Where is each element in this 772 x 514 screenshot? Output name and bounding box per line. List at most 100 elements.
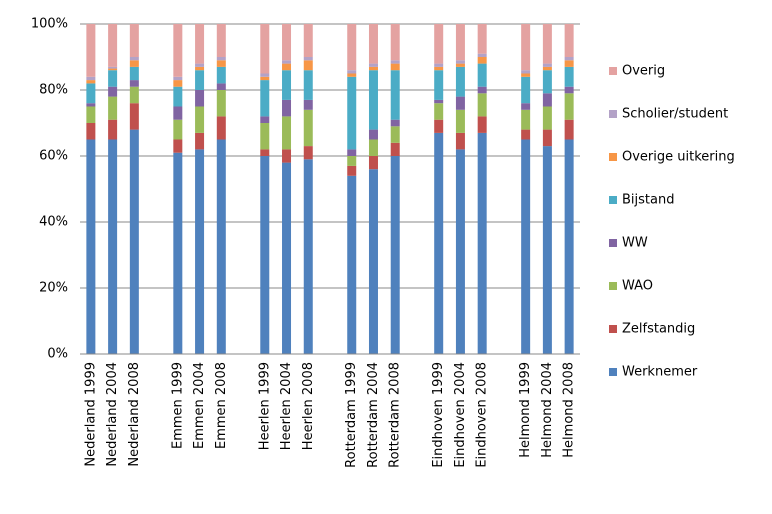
- bar-segment: [368, 156, 378, 170]
- bar-segment: [86, 106, 96, 123]
- bar-segment: [282, 63, 292, 71]
- x-tick-label: Eindhoven 1999: [431, 362, 446, 468]
- bar-segment: [216, 83, 226, 90]
- bar-segment: [282, 60, 292, 64]
- bar-segment: [108, 24, 118, 67]
- bar-segment: [173, 76, 183, 81]
- bar-segment: [477, 93, 487, 117]
- legend-swatch: [609, 368, 617, 376]
- bar-segment: [108, 66, 118, 69]
- bar-segment: [434, 132, 444, 354]
- bar-segment: [260, 149, 270, 156]
- bar-segment: [477, 53, 487, 57]
- bar-segment: [390, 126, 400, 143]
- bar-segment: [455, 109, 465, 133]
- bar-segment: [195, 63, 205, 67]
- bar-segment: [282, 24, 292, 61]
- bar-segment: [564, 57, 574, 61]
- bar-segment: [108, 86, 118, 97]
- bar-segment: [542, 63, 552, 67]
- bar-segment: [260, 156, 270, 354]
- bar-segment: [477, 57, 487, 64]
- bar-segment: [542, 24, 552, 64]
- bar-segment: [368, 70, 378, 130]
- y-tick-label: 80%: [39, 83, 68, 98]
- bar-segment: [434, 66, 444, 71]
- bar-segment: [303, 146, 313, 160]
- legend-swatch: [609, 196, 617, 204]
- bar-segment: [521, 109, 531, 130]
- bar-segment: [434, 103, 444, 120]
- bar-segment: [368, 129, 378, 140]
- bar-segment: [455, 60, 465, 64]
- bar-segment: [347, 70, 357, 74]
- bar-segment: [173, 80, 183, 87]
- bar-segment: [303, 60, 313, 71]
- legend-label: WW: [622, 236, 648, 251]
- bar-segment: [477, 24, 487, 54]
- bar-segment: [564, 66, 574, 87]
- bar-segment: [390, 63, 400, 71]
- bar-segment: [303, 99, 313, 110]
- y-tick-label: 60%: [39, 149, 68, 164]
- bar-segment: [455, 63, 465, 67]
- bar-segment: [129, 66, 139, 81]
- bar-segment: [260, 116, 270, 123]
- bar-segment: [303, 159, 313, 354]
- legend-label: Overig: [622, 64, 665, 79]
- bar-segment: [129, 60, 139, 67]
- x-tick-label: Nederland 2004: [105, 362, 120, 467]
- bar-segment: [347, 76, 357, 150]
- legend-swatch: [609, 153, 617, 161]
- bar-segment: [86, 83, 96, 104]
- bar-segment: [368, 24, 378, 64]
- legend-swatch: [609, 325, 617, 333]
- y-tick-label: 100%: [31, 17, 68, 32]
- bar-segment: [434, 119, 444, 133]
- legend-swatch: [609, 110, 617, 118]
- x-tick-label: Eindhoven 2004: [453, 362, 468, 468]
- bar-segment: [542, 106, 552, 130]
- legend-label: Overige uitkering: [622, 150, 735, 165]
- x-tick-label: Heerlen 2004: [279, 362, 294, 450]
- bar-segment: [129, 57, 139, 61]
- bar-segment: [282, 149, 292, 163]
- x-tick-label: Eindhoven 2008: [475, 362, 490, 468]
- x-tick-label: Emmen 2008: [214, 362, 229, 449]
- bar-segment: [390, 24, 400, 61]
- bar-segment: [564, 24, 574, 57]
- bar-segment: [542, 146, 552, 354]
- x-tick-label: Emmen 1999: [170, 362, 185, 449]
- bar-segment: [129, 24, 139, 57]
- x-tick-label: Emmen 2004: [192, 362, 207, 449]
- bar-segment: [108, 70, 118, 87]
- bar-segment: [108, 96, 118, 120]
- x-tick-label: Helmond 1999: [518, 362, 533, 458]
- bar-segment: [303, 70, 313, 100]
- bar-segment: [260, 76, 270, 81]
- bar-segment: [390, 142, 400, 156]
- bar-segment: [303, 109, 313, 147]
- bar-segment: [434, 99, 444, 104]
- bar-segment: [195, 149, 205, 354]
- bar-segment: [564, 119, 574, 140]
- legend-swatch: [609, 282, 617, 290]
- bar-segment: [282, 99, 292, 117]
- x-tick-label: Helmond 2008: [562, 362, 577, 458]
- bar-segment: [455, 132, 465, 150]
- bar-segment: [368, 169, 378, 354]
- bar-segment: [521, 73, 531, 77]
- bar-segment: [455, 96, 465, 110]
- x-tick-label: Heerlen 2008: [301, 362, 316, 450]
- x-tick-label: Rotterdam 2008: [388, 362, 403, 468]
- bar-segment: [521, 139, 531, 354]
- bar-segment: [542, 93, 552, 107]
- bar-segment: [521, 24, 531, 71]
- bar-segment: [434, 63, 444, 67]
- bar-segment: [542, 70, 552, 94]
- bar-segment: [564, 139, 574, 354]
- bar-segment: [564, 93, 574, 120]
- legend-label: Zelfstandig: [622, 322, 695, 337]
- bar-segment: [260, 73, 270, 77]
